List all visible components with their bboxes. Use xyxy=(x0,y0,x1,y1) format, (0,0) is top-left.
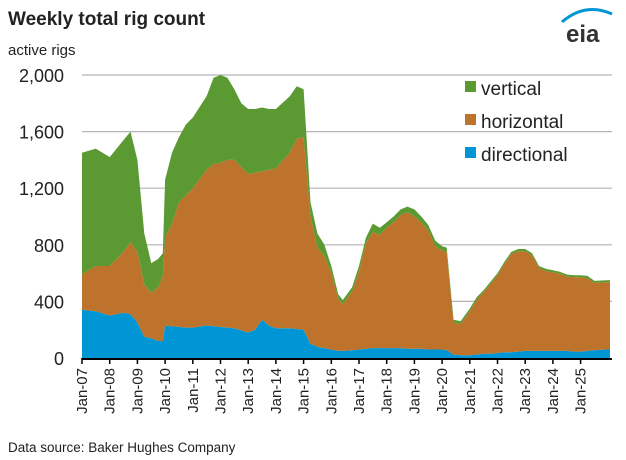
data-source: Data source: Baker Hughes Company xyxy=(8,440,236,455)
x-tick-label: Jan-15 xyxy=(296,368,313,414)
x-tick-label: Jan-18 xyxy=(379,368,396,414)
x-tick-label: Jan-14 xyxy=(268,368,285,414)
x-axis: Jan-07 Jan-08 Jan-09 Jan-10 Jan-11 Jan-12 Jan-… xyxy=(74,358,612,414)
y-tick-label: 0 xyxy=(54,349,64,369)
legend-label-directional: directional xyxy=(481,145,568,166)
chart-title: Weekly total rig count xyxy=(8,9,206,30)
x-tick-label: Jan-21 xyxy=(462,368,479,414)
legend: vertical horizontal directional xyxy=(465,79,568,166)
legend-swatch-directional xyxy=(465,147,476,158)
x-tick-label: Jan-24 xyxy=(545,368,562,414)
x-tick-label: Jan-12 xyxy=(213,368,230,414)
legend-label-horizontal: horizontal xyxy=(481,112,563,133)
eia-logo-text: eia xyxy=(566,21,600,48)
y-tick-label: 1,600 xyxy=(19,123,64,143)
x-tick-label: Jan-10 xyxy=(157,368,174,414)
x-tick-label: Jan-09 xyxy=(129,368,146,414)
eia-logo: eia xyxy=(561,8,613,48)
x-tick-label: Jan-13 xyxy=(240,368,257,414)
x-tick-label: Jan-23 xyxy=(517,368,534,414)
y-tick-label: 800 xyxy=(34,236,64,256)
x-tick-label: Jan-19 xyxy=(406,368,423,414)
legend-label-vertical: vertical xyxy=(481,79,541,100)
x-tick-label: Jan-16 xyxy=(323,368,340,414)
x-tick-label: Jan-17 xyxy=(351,368,368,414)
y-tick-label: 2,000 xyxy=(19,66,64,86)
y-axis-label: active rigs xyxy=(8,42,76,59)
x-tick-label: Jan-08 xyxy=(102,368,119,414)
eia-logo-arc xyxy=(561,8,613,24)
x-tick-label: Jan-11 xyxy=(185,368,202,413)
x-tick-label: Jan-20 xyxy=(434,368,451,414)
y-tick-label: 400 xyxy=(34,292,64,312)
area-vertical xyxy=(82,75,610,324)
y-tick-label: 1,200 xyxy=(19,179,64,199)
x-tick-label: Jan-25 xyxy=(573,368,590,414)
area-directional xyxy=(82,309,610,358)
x-tick-label: Jan-07 xyxy=(74,368,91,414)
x-tick-label: Jan-22 xyxy=(490,368,507,414)
legend-swatch-vertical xyxy=(465,81,476,92)
legend-swatch-horizontal xyxy=(465,114,476,125)
y-axis: 0 400 800 1,200 1,600 2,000 xyxy=(19,66,64,369)
stacked-areas xyxy=(82,75,610,358)
area-horizontal xyxy=(82,137,610,356)
